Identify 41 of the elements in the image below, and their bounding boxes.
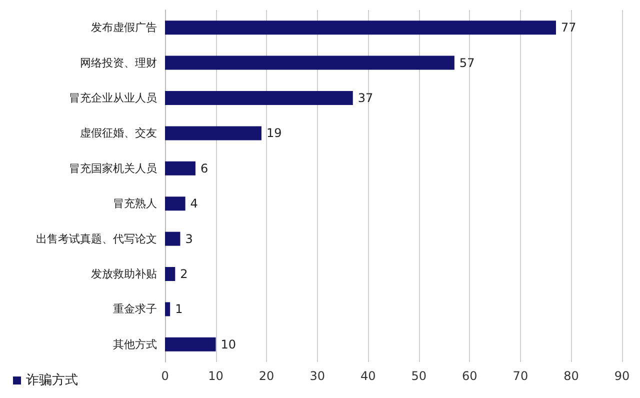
data-label: 57 [459, 56, 475, 70]
x-tick-label: 10 [208, 369, 224, 383]
data-label: 19 [266, 126, 282, 140]
y-tick-label: 冒充企业从业人员 [69, 92, 157, 104]
bar [165, 196, 186, 211]
x-tick-label: 40 [360, 369, 376, 383]
data-label: 3 [185, 232, 193, 246]
bar [165, 232, 180, 246]
bar [165, 161, 196, 176]
bar [165, 91, 353, 105]
y-tick-label: 发布虚假广告 [91, 21, 157, 34]
data-label: 1 [175, 302, 183, 316]
x-tick-label: 60 [462, 369, 478, 383]
bar [165, 126, 262, 140]
x-tick-label: 20 [258, 369, 274, 383]
data-label: 6 [200, 161, 208, 176]
data-label: 37 [358, 91, 374, 105]
data-label: 2 [180, 267, 188, 281]
bar [165, 267, 176, 281]
x-tick-label: 70 [512, 369, 528, 383]
y-tick-label: 重金求子 [113, 302, 157, 316]
y-tick-label: 发放救助补贴 [91, 268, 157, 280]
data-label: 77 [560, 20, 576, 35]
y-tick-label: 虚假征婚、交友 [80, 126, 157, 140]
bar [165, 56, 454, 70]
bar [165, 337, 216, 352]
x-tick-label: 90 [614, 369, 630, 383]
x-tick-label: 50 [411, 369, 427, 383]
y-tick-label: 冒充熟人 [113, 197, 157, 210]
y-tick-label: 冒充国家机关人员 [69, 162, 157, 175]
legend-label: 诈骗方式 [26, 372, 78, 388]
bar [165, 302, 170, 316]
bar [165, 20, 556, 35]
x-tick-label: 80 [564, 369, 579, 383]
data-label: 4 [190, 196, 198, 211]
x-tick-label: 0 [161, 369, 169, 383]
x-tick-label: 30 [310, 369, 325, 383]
y-tick-label: 网络投资、理财 [80, 56, 157, 70]
y-tick-label: 出售考试真题、代写论文 [36, 232, 157, 246]
data-label: 10 [220, 337, 236, 352]
y-tick-label: 其他方式 [113, 338, 157, 351]
